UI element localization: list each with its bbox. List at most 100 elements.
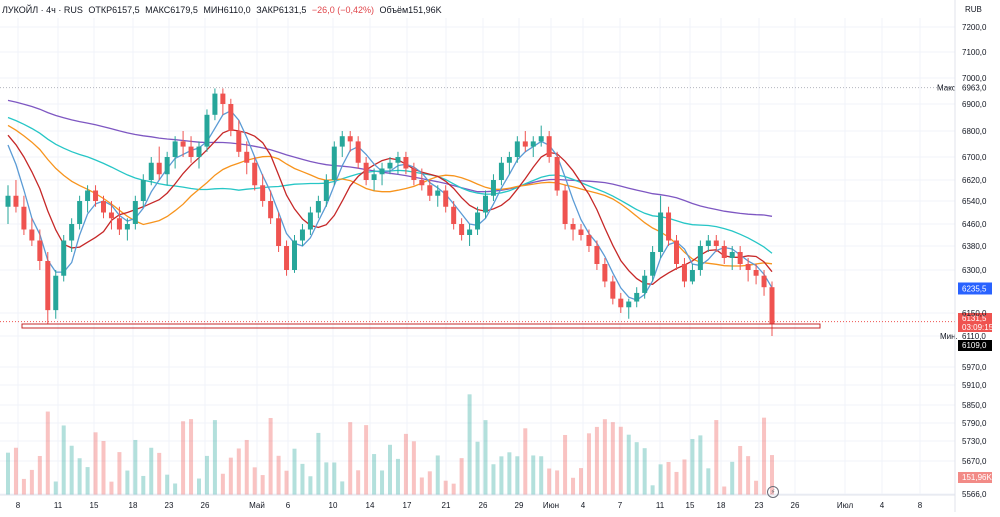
volume-bar [165,474,170,495]
candle-body [586,235,592,246]
price-tick-label: 6110,0 [962,332,986,341]
volume-bar [419,477,424,495]
candle-body [13,195,19,207]
price-tick-label: 6460,0 [962,220,987,229]
candle-body [467,229,473,235]
volume-bar [674,471,679,495]
time-tick-label: Июл [837,501,854,510]
volume-bar [722,486,727,495]
min-value-tag [958,340,992,351]
candle-body [594,246,600,264]
volume-bar [332,462,337,495]
time-tick-label: 17 [403,501,412,510]
candle-body [268,201,274,219]
low-value: МИН6110,0 [203,5,251,15]
volume-bar [531,455,536,495]
candle-body [721,246,727,258]
volume-bar [125,470,130,495]
price-tick-label: 5970,0 [962,363,987,372]
candle-body [674,240,679,264]
candle-body [69,224,75,241]
candle-body [132,201,138,224]
volume-bar [356,470,361,495]
currency-label[interactable]: RUB [965,5,982,14]
candle-body [101,201,106,213]
candle-body [689,270,695,282]
volume-bar [435,455,440,495]
volume-bar [109,481,114,495]
symbol-title[interactable]: ЛУКОЙЛ · 4ч · RUS [2,5,83,15]
time-tick-label: 23 [755,501,764,510]
change-value: −26,0 (−0,42%) [311,5,374,15]
open-value: ОТКР6157,5 [88,5,140,15]
ma-red-line [7,129,773,285]
candlesticks [5,88,775,336]
candle-body [443,190,449,207]
candle-body [148,162,154,180]
volume-bar [411,441,416,495]
ma-teal-line [7,116,773,254]
candle-body [705,240,711,246]
candle-body [276,218,282,246]
candle-body [85,190,91,201]
time-tick-label: 26 [201,501,210,510]
volume-bar [523,428,528,495]
volume-bar [451,483,456,495]
price-tick-label: 5670,0 [962,457,987,466]
volume-bar [6,452,10,495]
candle-body [642,275,648,293]
volume-bars [6,394,774,495]
candle-body [252,162,258,186]
candle-body [284,246,290,270]
time-tick-label: 6 [286,501,291,510]
volume-bar [228,457,233,495]
candle-body [53,275,59,311]
time-tick-label: 15 [90,501,99,510]
price-axis[interactable]: 7200,0 7100,0 7000,0 6900,0 6800,0 6700,0 6620… [954,0,987,512]
candle-body [315,201,321,213]
candle-body [522,141,528,147]
candle-body [737,252,743,264]
volume-bar [252,467,257,495]
ma-blue-line [7,109,773,301]
candle-body [745,264,751,270]
time-tick-label: Май [249,501,265,510]
volume-bar [268,418,273,495]
volume-bar [642,448,647,495]
grid [0,18,955,495]
volume-bar [244,439,249,495]
support-zone[interactable] [21,323,821,329]
volume-bar [403,433,408,495]
max-value-tag [956,81,1000,94]
volume-bar [610,422,615,495]
volume-bar [340,481,345,495]
volume-bar [69,445,74,495]
volume-bar [563,434,568,495]
volume-bar [13,447,18,495]
price-tick-label: 6540,0 [962,197,987,206]
price-tick-label: 5850,0 [962,401,987,410]
volume-bar [539,456,544,495]
countdown-text: 03:09:15 [962,323,994,332]
volume-bar [626,434,631,495]
candle-body [124,224,130,230]
candle-body [658,212,664,252]
candle-body [347,136,353,142]
candle-body [514,141,520,157]
volume-bar [29,469,34,495]
price-tick-label: 6300,0 [962,266,987,275]
volume-bar [53,481,58,495]
ma-orange-line [7,124,773,267]
candle-body [260,185,266,201]
last-price-text: 6131,5 [962,314,987,323]
candle-body [5,195,11,207]
volume-bar [141,475,146,495]
time-axis[interactable]: 8 11 15 18 23 26 Май 6 10 14 17 21 26 29 Июн 4 7 11 15 18 23… [0,494,955,510]
volume-bar [754,480,759,495]
candle-body [610,281,616,299]
volume-bar [467,394,472,495]
candle-body [355,141,361,163]
lightning-icon[interactable]: ⚡ [767,486,779,498]
